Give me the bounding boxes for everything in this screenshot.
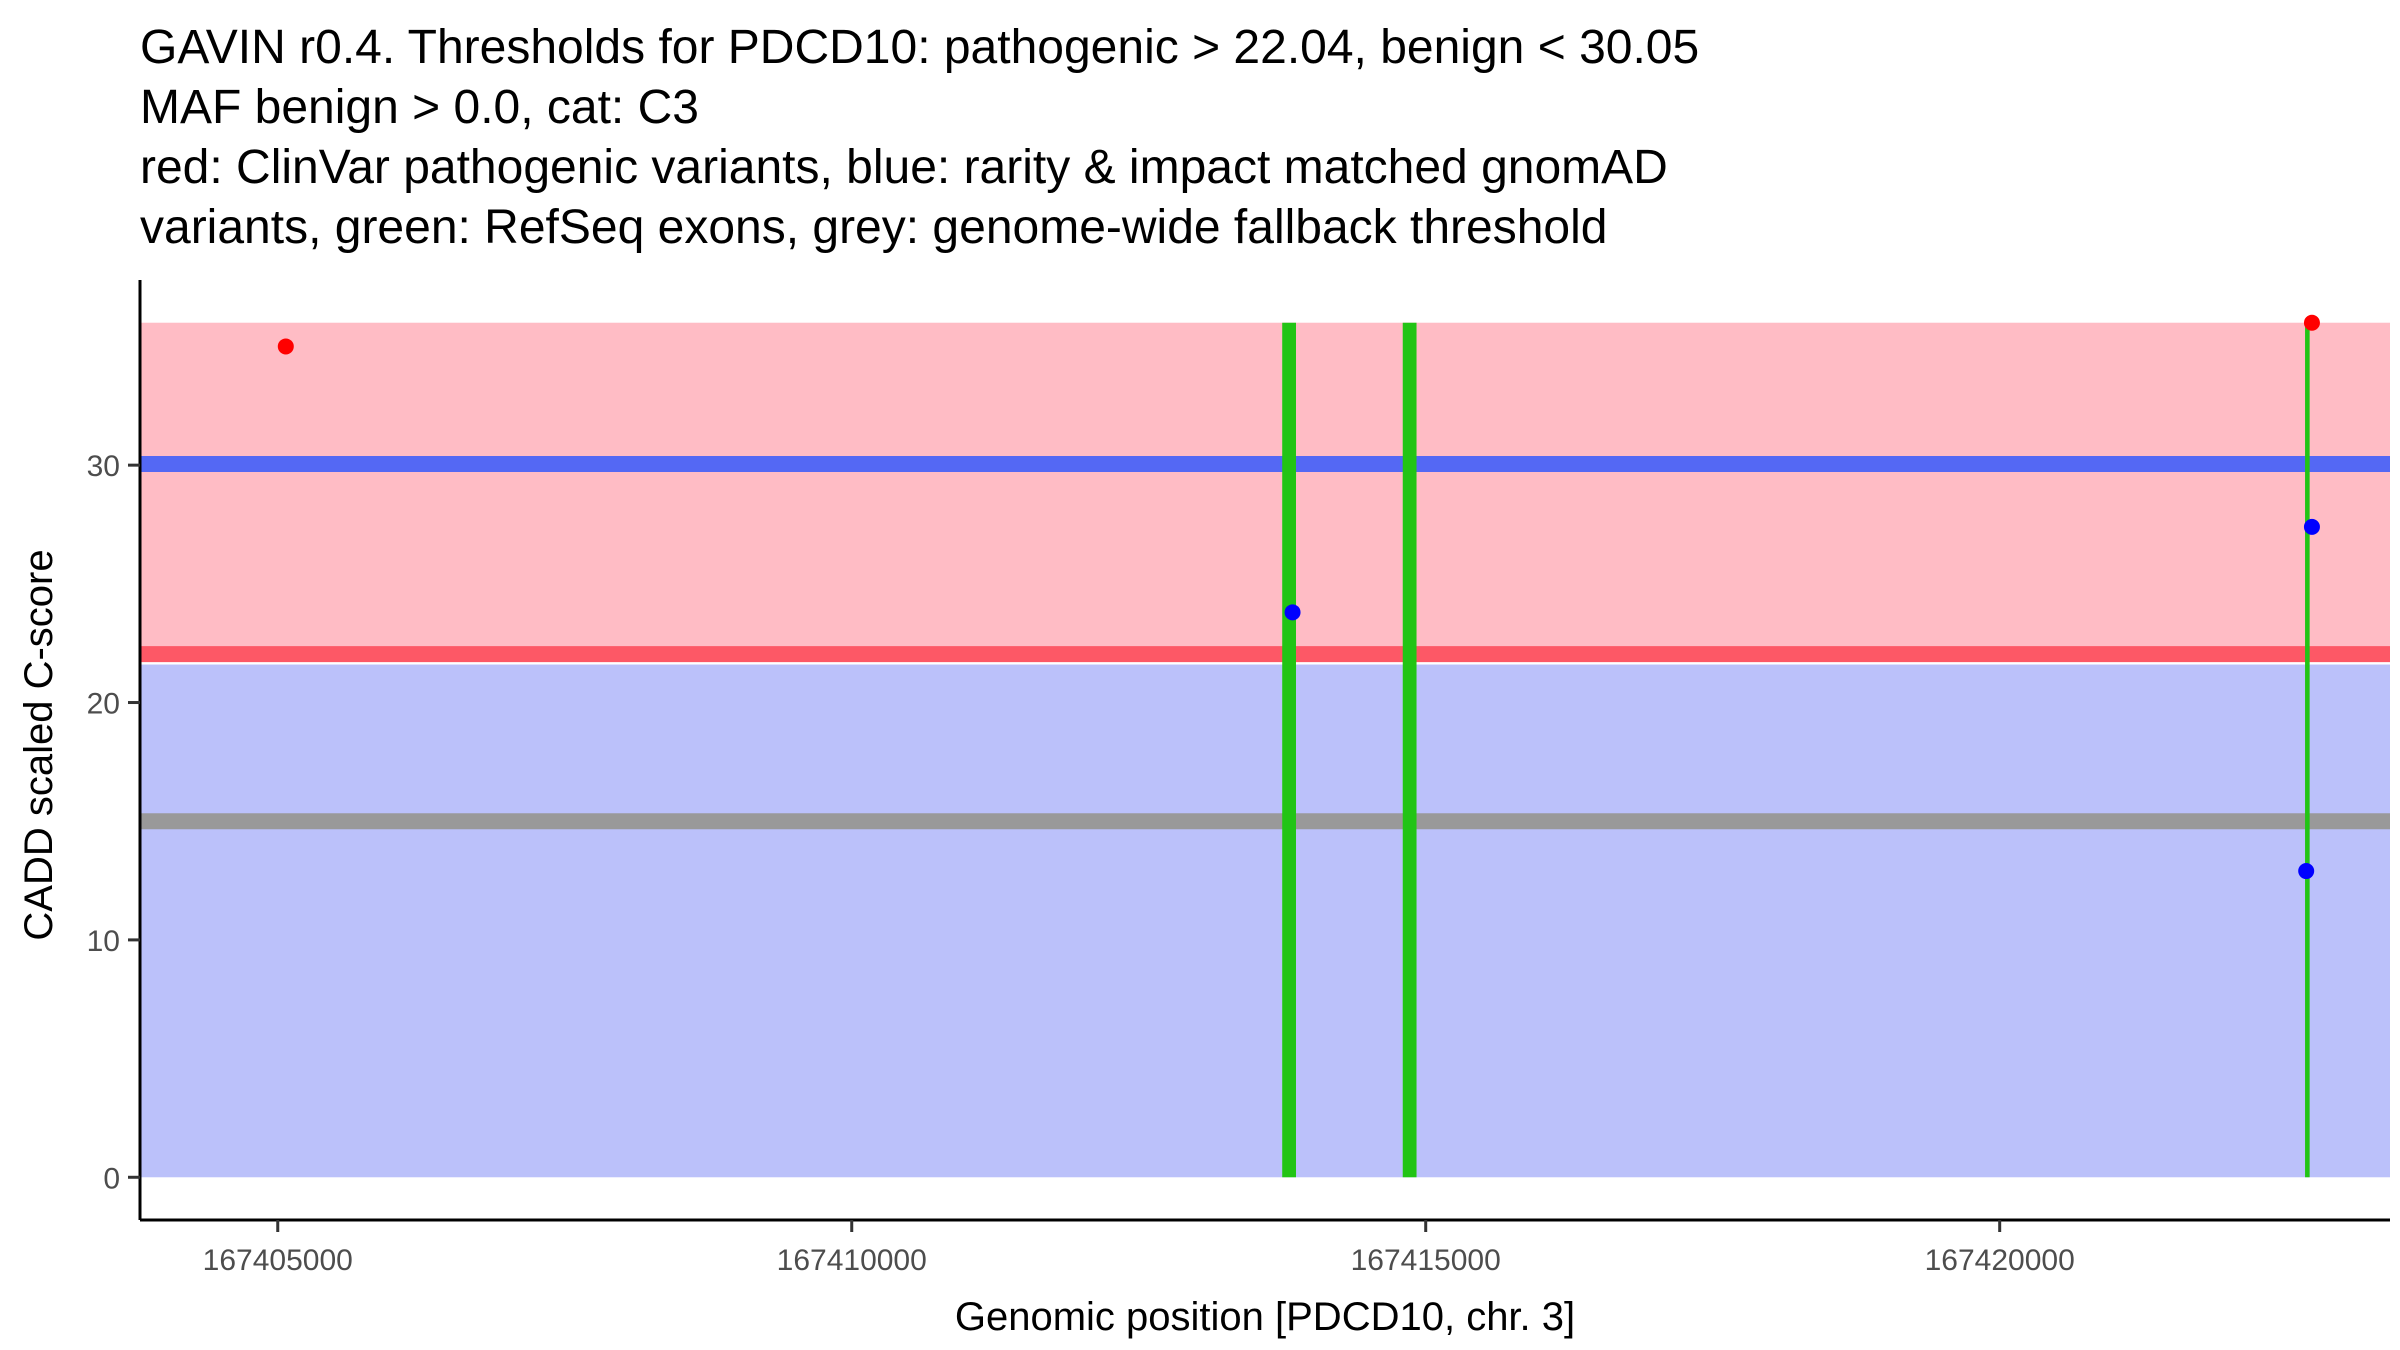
regions-layer — [140, 322, 2390, 1178]
x-tick-label-167410000: 167410000 — [777, 1244, 927, 1277]
thresholds-layer — [140, 455, 2390, 830]
title-line-2: MAF benign > 0.0, cat: C3 — [140, 81, 699, 134]
title-line-4: variants, green: RefSeq exons, grey: gen… — [140, 201, 1608, 254]
points-layer — [277, 314, 2320, 880]
x-axis-label: Genomic position [PDCD10, chr. 3] — [955, 1295, 1575, 1339]
axes-layer: 0 10 20 30 167405000 167410000 167415000 167420… — [87, 280, 2390, 1277]
exon-bar-2 — [1402, 322, 1417, 1178]
title-line-1: GAVIN r0.4. Thresholds for PDCD10: patho… — [140, 21, 1700, 74]
benign-region — [140, 664, 2390, 1178]
y-tick-label-30: 30 — [87, 450, 120, 483]
x-tick-label-167420000: 167420000 — [1925, 1244, 2075, 1277]
title-line-3: red: ClinVar pathogenic variants, blue: … — [140, 141, 1668, 194]
y-tick-label-20: 20 — [87, 688, 120, 721]
gnomad-variant-point-2 — [2303, 518, 2320, 535]
y-tick-label-10: 10 — [87, 925, 120, 958]
pathogenic-region — [140, 322, 2390, 655]
chart-title: GAVIN r0.4. Thresholds for PDCD10: patho… — [140, 18, 2380, 258]
x-tick-label-167405000: 167405000 — [203, 1244, 353, 1277]
pathogenic-variant-point-1 — [277, 338, 294, 355]
gnomad-variant-point-1 — [1284, 604, 1301, 621]
exons-layer — [1282, 322, 2310, 1178]
y-axis-label: CADD scaled C-score — [17, 549, 61, 940]
exon-bar-1 — [1282, 322, 1296, 1178]
exon-bar-3 — [2305, 322, 2310, 1178]
pathogenic-variant-point-2 — [2303, 314, 2320, 331]
gnomad-variant-point-3 — [2298, 863, 2315, 880]
x-tick-label-167415000: 167415000 — [1351, 1244, 1501, 1277]
y-tick-label-0: 0 — [103, 1162, 120, 1195]
